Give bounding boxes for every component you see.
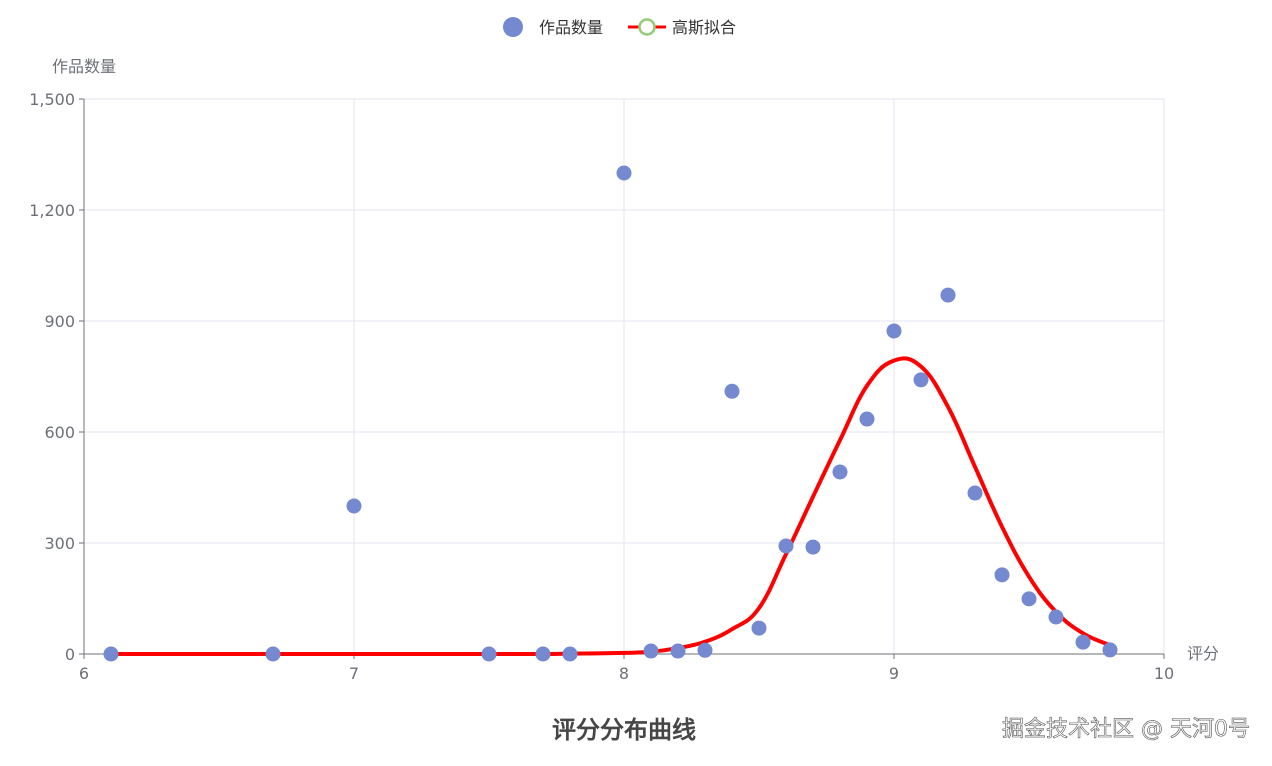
x-tick-label: 6 (79, 664, 89, 683)
data-point (751, 620, 767, 636)
data-point (616, 165, 632, 181)
data-point (1021, 591, 1037, 607)
data-point (481, 646, 497, 662)
legend-item-count[interactable]: 作品数量 (503, 17, 603, 37)
data-point (697, 642, 713, 658)
x-tick-label: 8 (619, 664, 629, 683)
data-point (967, 485, 983, 501)
x-tick-label: 9 (889, 664, 899, 683)
y-tick-label: 900 (44, 312, 75, 331)
tick-labels: 0 300 600 900 1,200 1,500 6 7 8 9 10 (29, 90, 1174, 683)
data-point (535, 646, 551, 662)
data-point (940, 287, 956, 303)
data-point (1075, 634, 1091, 650)
legend-scatter-icon (503, 17, 523, 37)
data-point (886, 323, 902, 339)
data-point (643, 643, 659, 659)
data-point (724, 383, 740, 399)
y-tick-label: 1,500 (29, 90, 75, 109)
legend-line-marker-icon (638, 18, 656, 36)
y-axis-label: 作品数量 (52, 57, 116, 76)
x-tick-label: 7 (349, 664, 359, 683)
watermark: 掘金技术社区 @ 天河0号 (1002, 717, 1250, 742)
gaussian-fit-line (111, 356, 1111, 657)
data-point (1048, 609, 1064, 625)
y-tick-label: 1,200 (29, 201, 75, 220)
data-point (913, 372, 929, 388)
data-point (859, 411, 875, 427)
data-point (670, 643, 686, 659)
data-point (103, 646, 119, 662)
data-point (1102, 642, 1118, 658)
chart-title: 评分分布曲线 (552, 716, 696, 744)
legend-label-fit: 高斯拟合 (672, 18, 736, 37)
legend-item-fit[interactable]: 高斯拟合 (628, 18, 736, 37)
data-point (778, 538, 794, 554)
data-point (346, 498, 362, 514)
legend-label-count: 作品数量 (539, 18, 603, 37)
scatter-points (103, 165, 1118, 662)
data-point (994, 567, 1010, 583)
y-tick-label: 600 (44, 423, 75, 442)
legend: 作品数量 高斯拟合 (503, 17, 736, 37)
y-tick-label: 300 (44, 534, 75, 553)
data-point (562, 646, 578, 662)
grid (84, 98, 1165, 654)
x-axis-label: 评分 (1187, 644, 1219, 663)
y-tick-label: 0 (65, 645, 75, 664)
data-point (832, 464, 848, 480)
data-point (265, 646, 281, 662)
data-point (805, 539, 821, 555)
x-tick-label: 10 (1154, 664, 1174, 683)
